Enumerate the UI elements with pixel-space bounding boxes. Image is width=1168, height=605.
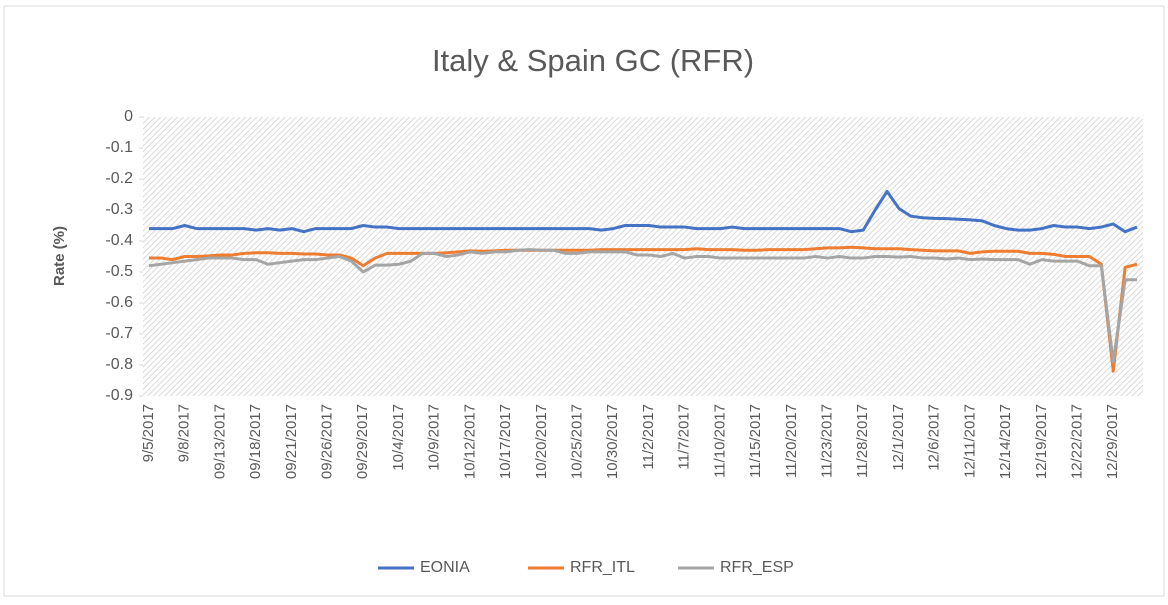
y-tick-label: -0.5 <box>105 263 133 280</box>
x-tick-label: 10/25/2017 <box>568 404 585 479</box>
x-tick-label: 11/20/2017 <box>783 404 800 478</box>
x-tick-label: 09/29/2017 <box>354 404 371 479</box>
y-tick-label: -0.4 <box>105 232 133 249</box>
x-tick-label: 12/14/2017 <box>997 404 1014 479</box>
series-line <box>148 248 1138 364</box>
x-tick-label: 09/13/2017 <box>211 404 228 479</box>
x-tick-label: 9/5/2017 <box>140 404 157 462</box>
x-tick-label: 09/26/2017 <box>318 404 335 479</box>
x-tick-label: 12/22/2017 <box>1068 404 1085 479</box>
x-tick-label: 12/11/2017 <box>961 404 978 478</box>
x-tick-label: 11/15/2017 <box>747 404 764 478</box>
x-tick-label: 12/29/2017 <box>1104 404 1121 479</box>
x-tick-label: 10/17/2017 <box>497 404 514 479</box>
y-tick-label: -0.1 <box>105 139 133 156</box>
y-tick-label: -0.2 <box>105 170 133 187</box>
x-tick-label: 11/23/2017 <box>818 404 835 478</box>
x-tick-label: 10/12/2017 <box>461 404 478 479</box>
plot-area <box>143 117 1143 396</box>
x-tick-label: 09/18/2017 <box>247 404 264 479</box>
x-tick-label: 10/20/2017 <box>533 404 550 479</box>
y-tick-label: -0.7 <box>105 325 133 342</box>
x-tick-label: 11/28/2017 <box>854 404 871 478</box>
y-tick-label: -0.8 <box>105 356 133 373</box>
y-tick-label: -0.3 <box>105 201 133 218</box>
x-tick-label: 12/19/2017 <box>1033 404 1050 479</box>
y-tick-label: -0.6 <box>105 294 133 311</box>
y-axis-label: Rate (%) <box>51 226 68 286</box>
series-line <box>148 245 1138 373</box>
x-tick-label: 09/21/2017 <box>283 404 300 479</box>
x-tick-label: 11/2/2017 <box>640 404 657 470</box>
x-tick-label: 10/9/2017 <box>426 404 443 471</box>
x-tick-label: 10/30/2017 <box>604 404 621 479</box>
legend-label: RFR_ITL <box>570 559 635 576</box>
series-line <box>148 189 1138 234</box>
x-tick-label: 11/10/2017 <box>711 404 728 478</box>
x-tick-label: 11/7/2017 <box>676 404 693 470</box>
x-tick-label: 9/8/2017 <box>176 404 193 462</box>
x-tick-label: 12/6/2017 <box>926 404 943 471</box>
legend-label: EONIA <box>420 559 470 576</box>
legend-label: RFR_ESP <box>720 559 794 576</box>
y-tick-label: 0 <box>124 108 133 125</box>
chart-title: Italy & Spain GC (RFR) <box>432 43 754 78</box>
x-tick-label: 10/4/2017 <box>390 404 407 471</box>
y-tick-label: -0.9 <box>105 387 133 404</box>
x-tick-label: 12/1/2017 <box>890 404 907 471</box>
